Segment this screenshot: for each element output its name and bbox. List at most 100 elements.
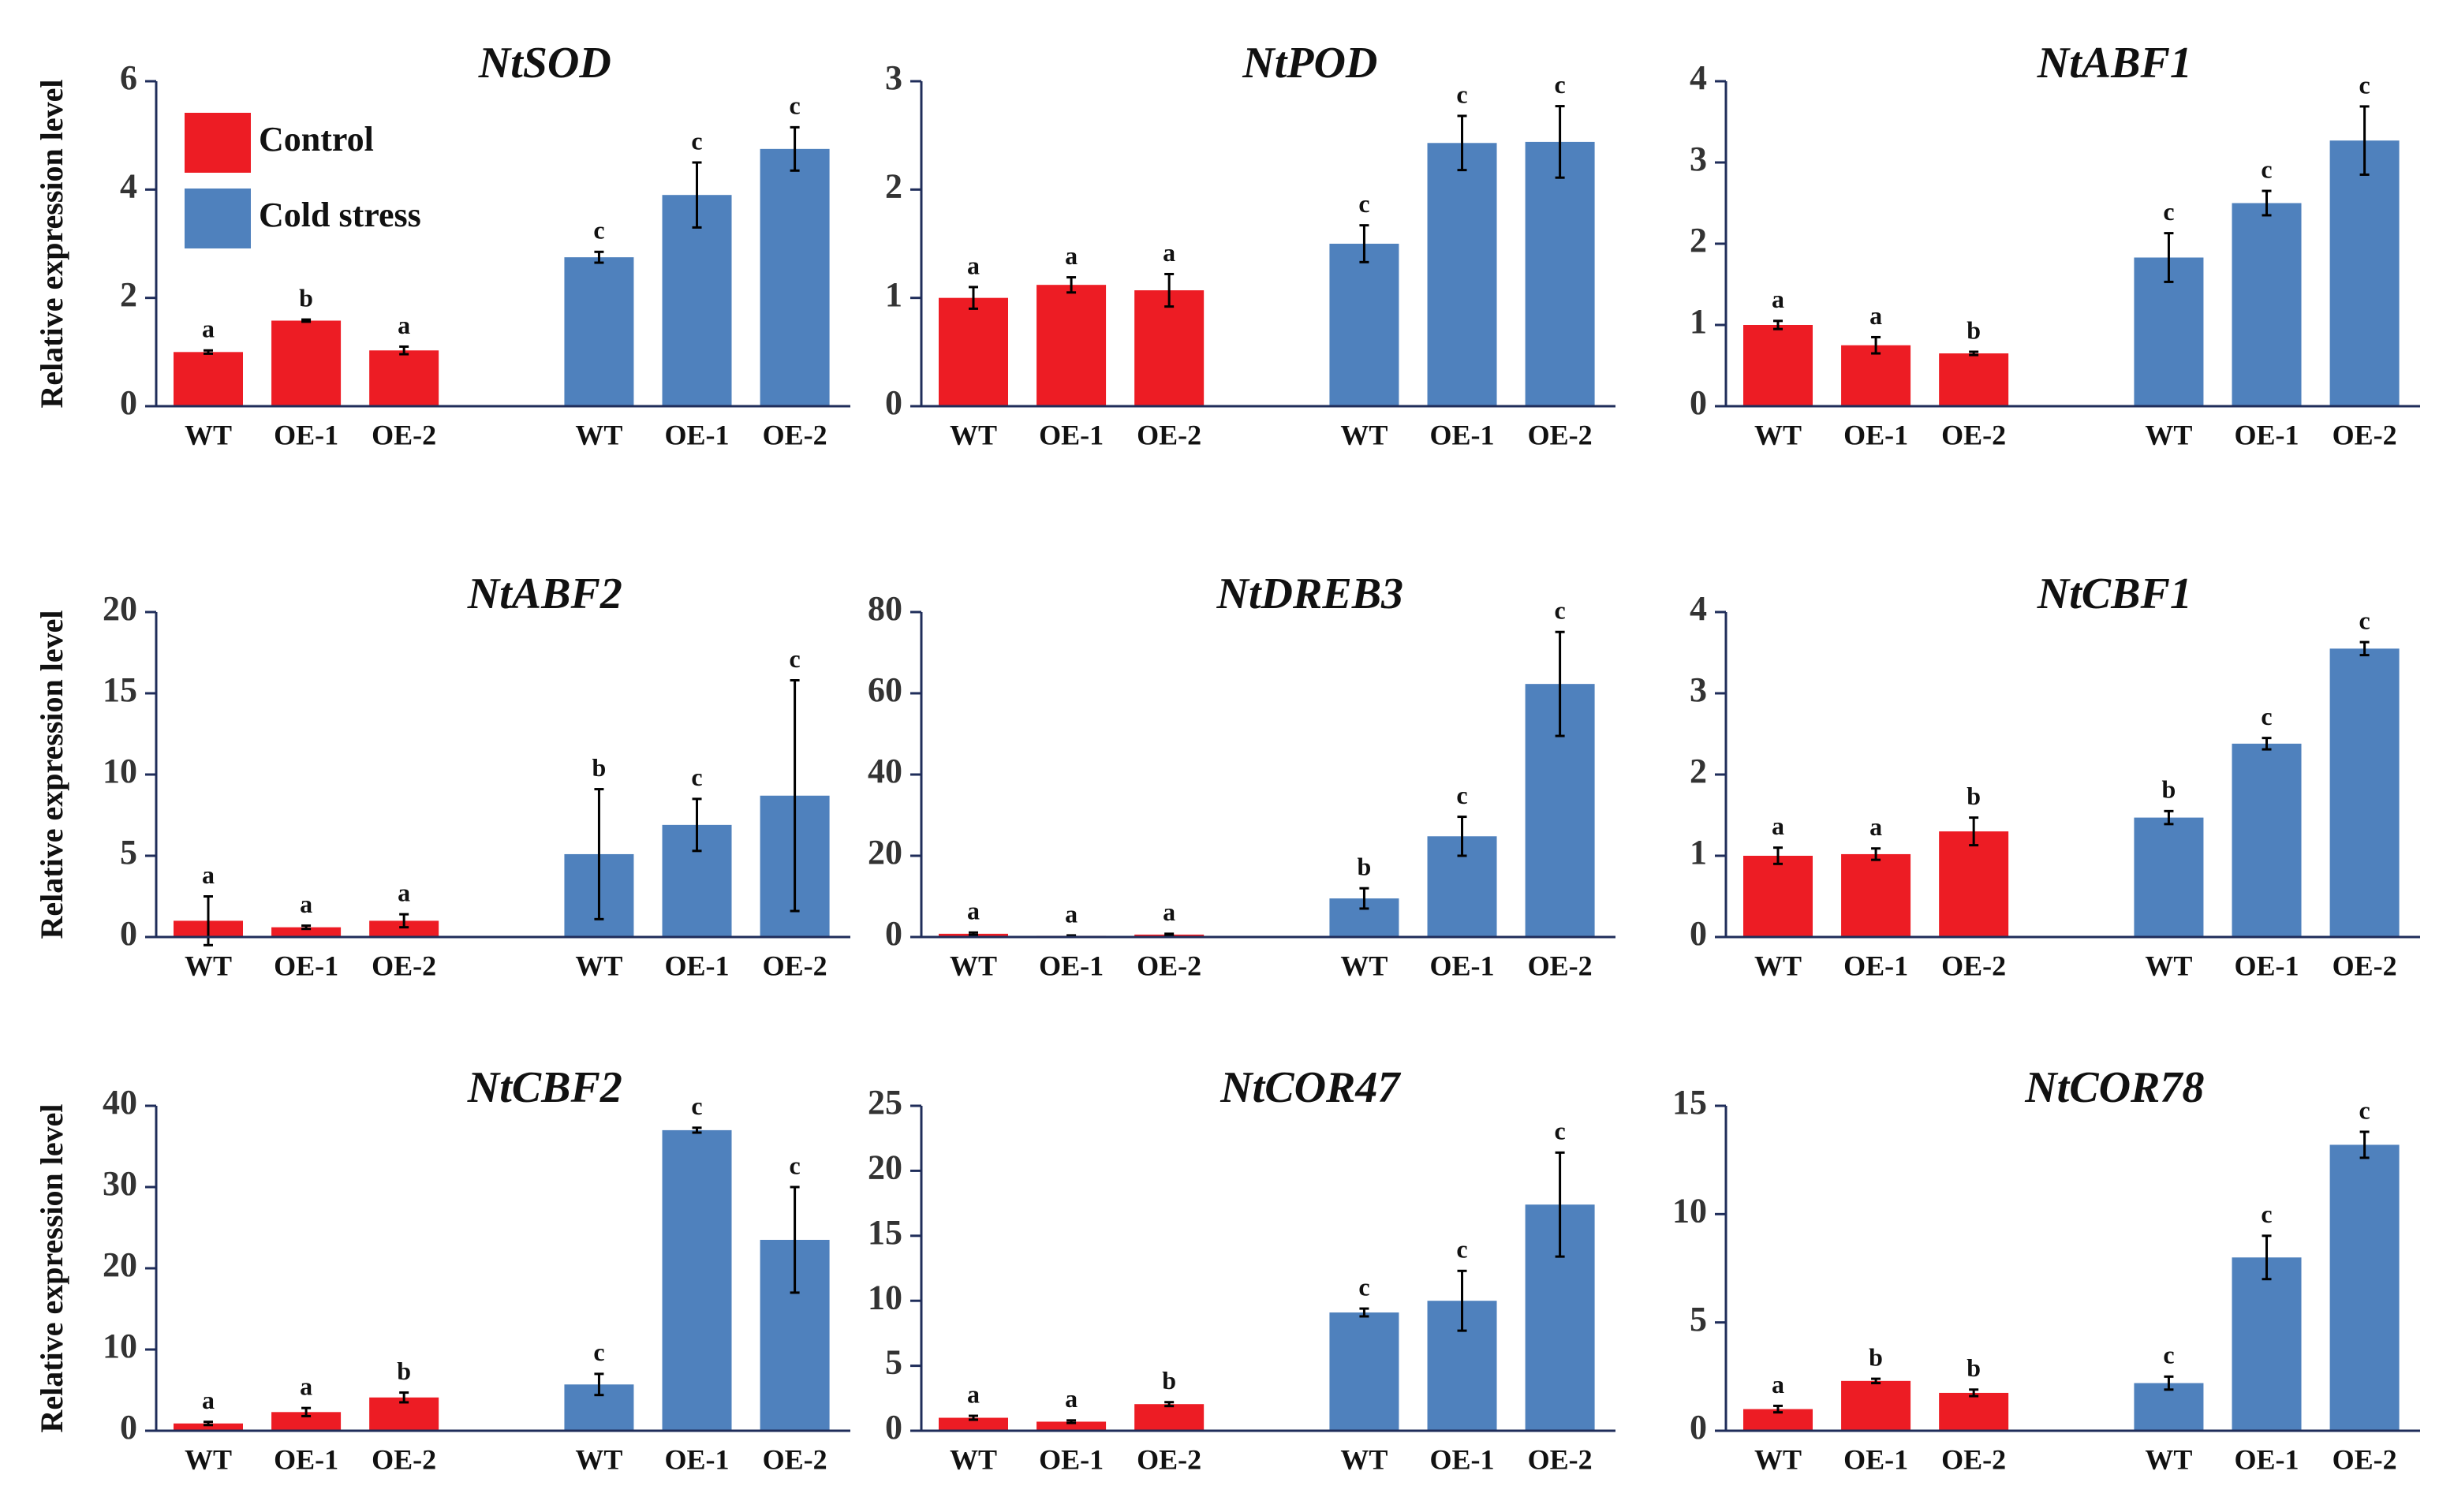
y-tick-label: 2 [120, 275, 137, 314]
bar [2232, 743, 2302, 937]
y-tick-label: 10 [103, 752, 137, 790]
y-tick-label: 0 [1690, 383, 1707, 422]
chart-title: NtSOD [478, 39, 611, 88]
significance-letter: a [398, 879, 410, 907]
y-tick-label: 60 [868, 670, 902, 709]
x-tick-label: OE-2 [372, 1443, 436, 1475]
bar [1841, 345, 1911, 406]
bar [662, 195, 732, 406]
y-tick-label: 2 [885, 166, 902, 205]
bar [2329, 648, 2400, 937]
significance-letter: c [2359, 606, 2370, 634]
x-tick-label: OE-1 [2235, 1443, 2299, 1475]
panel: NtCOR47 0 5 10 15 20 25 a WT a OE-1 b OE-2 c WT c OE-1 c O… [868, 1063, 1615, 1475]
y-tick-label: 0 [1690, 914, 1707, 953]
chart-title: NtCOR47 [1220, 1063, 1401, 1112]
y-tick-label: 0 [120, 914, 137, 953]
significance-letter: b [299, 283, 313, 312]
significance-letter: c [2163, 197, 2174, 226]
x-tick-label: OE-1 [1430, 950, 1495, 981]
significance-letter: c [691, 763, 702, 791]
x-tick-label: OE-1 [1843, 419, 1908, 450]
significance-letter: c [691, 1092, 702, 1120]
significance-letter: a [1163, 898, 1175, 926]
significance-letter: a [1772, 1370, 1784, 1398]
significance-letter: b [2162, 775, 2176, 804]
significance-letter: c [2261, 155, 2272, 183]
x-tick-label: OE-1 [274, 1443, 338, 1475]
y-tick-label: 2 [1690, 752, 1707, 790]
significance-letter: c [789, 91, 800, 120]
y-tick-label: 3 [1690, 140, 1707, 178]
bar [662, 1129, 732, 1431]
chart-title: NtCBF1 [2037, 569, 2192, 618]
bar [174, 352, 243, 406]
bar [1743, 325, 1813, 406]
x-tick-label: OE-1 [1430, 419, 1495, 450]
significance-letter: b [1869, 1342, 1883, 1371]
y-tick-label: 5 [885, 1343, 902, 1382]
y-axis-label: Relative expression level [34, 610, 69, 939]
x-tick-label: OE-1 [665, 1443, 730, 1475]
x-tick-label: OE-2 [1137, 950, 1201, 981]
significance-letter: c [593, 1338, 604, 1366]
significance-letter: c [2359, 70, 2370, 99]
x-tick-label: OE-1 [1430, 1443, 1495, 1475]
y-tick-label: 6 [120, 58, 137, 97]
y-tick-label: 0 [120, 383, 137, 422]
significance-letter: a [202, 315, 215, 343]
legend-label: Control [259, 120, 374, 159]
y-tick-label: 15 [868, 1213, 902, 1252]
bar [1036, 285, 1107, 406]
y-tick-label: 1 [885, 275, 902, 314]
y-tick-label: 5 [120, 833, 137, 872]
y-tick-label: 3 [1690, 670, 1707, 709]
y-tick-label: 4 [1690, 58, 1707, 97]
x-tick-label: WT [2145, 950, 2192, 981]
y-tick-label: 20 [103, 1245, 137, 1284]
chart-title: NtCBF2 [467, 1063, 622, 1112]
bar [939, 297, 1008, 406]
significance-letter: c [2359, 1096, 2370, 1124]
significance-letter: a [300, 1372, 312, 1401]
bar [1841, 853, 1911, 937]
x-tick-label: WT [950, 1443, 997, 1475]
significance-letter: c [789, 1151, 800, 1179]
chart-title: NtCOR78 [2024, 1063, 2204, 1112]
panel: NtCBF1 0 1 2 3 4 a WT a OE-1 b OE-2 b WT c OE-1 c OE-2 [1690, 569, 2420, 981]
significance-letter: a [967, 251, 980, 279]
bar [2232, 1257, 2302, 1431]
significance-letter: c [1554, 1117, 1565, 1145]
chart-title: NtPOD [1242, 39, 1377, 88]
bar [2232, 203, 2302, 406]
x-tick-label: OE-2 [2333, 419, 2397, 450]
y-tick-label: 80 [868, 589, 902, 628]
bar [271, 927, 342, 937]
bar [1939, 353, 2009, 406]
bar [1329, 1312, 1399, 1431]
significance-letter: a [1869, 301, 1882, 330]
y-tick-label: 20 [868, 1148, 902, 1186]
significance-letter: a [202, 1386, 215, 1414]
bar [1743, 856, 1813, 937]
bar [271, 1412, 342, 1431]
bar [1427, 143, 1497, 406]
x-tick-label: OE-2 [372, 419, 436, 450]
y-tick-label: 0 [885, 1408, 902, 1447]
x-tick-label: OE-2 [1137, 1443, 1201, 1475]
significance-letter: a [300, 890, 312, 918]
chart-title: NtDREB3 [1216, 569, 1404, 618]
y-tick-label: 3 [885, 58, 902, 97]
significance-letter: c [691, 126, 702, 155]
x-tick-label: OE-2 [1941, 1443, 2006, 1475]
bar [2329, 1144, 2400, 1431]
chart-title: NtABF1 [2037, 39, 2192, 88]
significance-letter: b [1967, 1353, 1981, 1382]
bar [1525, 141, 1595, 406]
legend-swatch [185, 113, 251, 173]
significance-letter: c [2261, 1200, 2272, 1228]
x-tick-label: OE-1 [2235, 950, 2299, 981]
bar [2134, 1383, 2204, 1431]
bar [1939, 1392, 2009, 1431]
